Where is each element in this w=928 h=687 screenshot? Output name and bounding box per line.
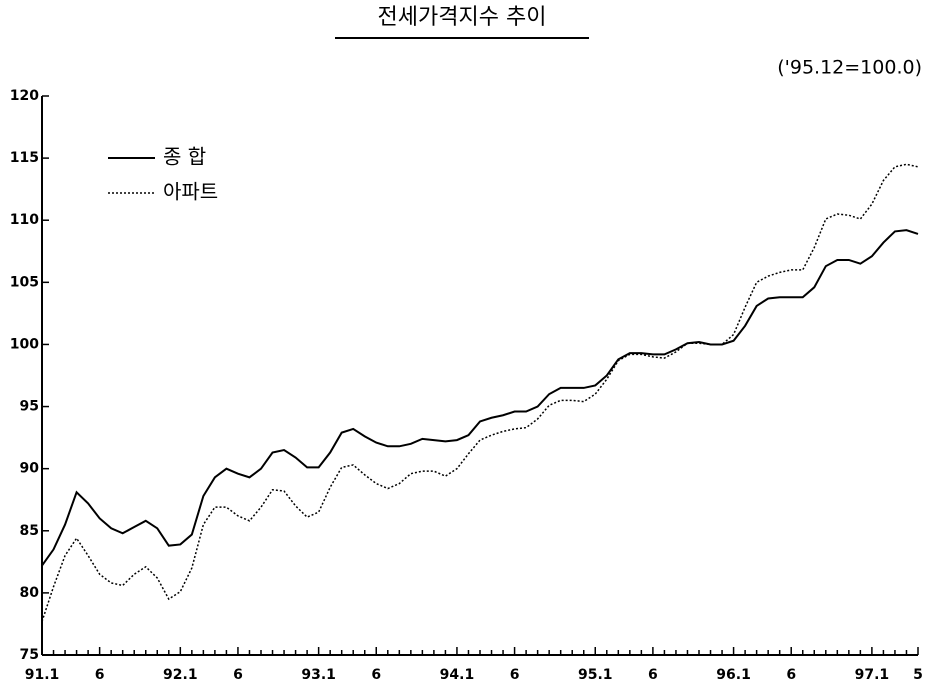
x-tick-label: 92.1 — [163, 667, 198, 683]
x-tick-label: 6 — [648, 667, 658, 683]
y-tick-label: 105 — [10, 274, 39, 290]
x-tick-label: 5 — [913, 667, 923, 683]
y-tick-label: 95 — [20, 399, 39, 415]
chart-subtitle: ('95.12=100.0) — [777, 57, 922, 79]
y-tick-label: 80 — [20, 585, 40, 601]
legend-label: 종 합 — [163, 145, 206, 169]
x-tick-label: 97.1 — [855, 667, 890, 683]
x-tick-label: 93.1 — [301, 667, 336, 683]
y-tick-label: 75 — [20, 647, 39, 663]
legend-label: 아파트 — [163, 180, 218, 204]
y-tick-label: 100 — [10, 336, 39, 352]
x-tick-label: 94.1 — [440, 667, 475, 683]
x-tick-label: 96.1 — [716, 667, 751, 683]
chart-title: 전세가격지수 추이 — [378, 5, 547, 30]
x-tick-label: 6 — [371, 667, 381, 683]
x-tick-label: 95.1 — [578, 667, 613, 683]
x-tick-label: 6 — [95, 667, 105, 683]
y-tick-label: 120 — [10, 88, 39, 104]
y-tick-label: 110 — [10, 212, 39, 228]
series-line — [41, 229, 919, 567]
x-tick-label: 6 — [233, 667, 243, 683]
x-tick-label: 6 — [510, 667, 520, 683]
y-tick-label: 85 — [20, 523, 39, 539]
series-line — [41, 163, 919, 622]
y-tick-label: 90 — [20, 461, 40, 477]
y-tick-label: 115 — [10, 150, 39, 166]
x-tick-label: 6 — [786, 667, 796, 683]
x-tick-label: 91.1 — [25, 667, 60, 683]
